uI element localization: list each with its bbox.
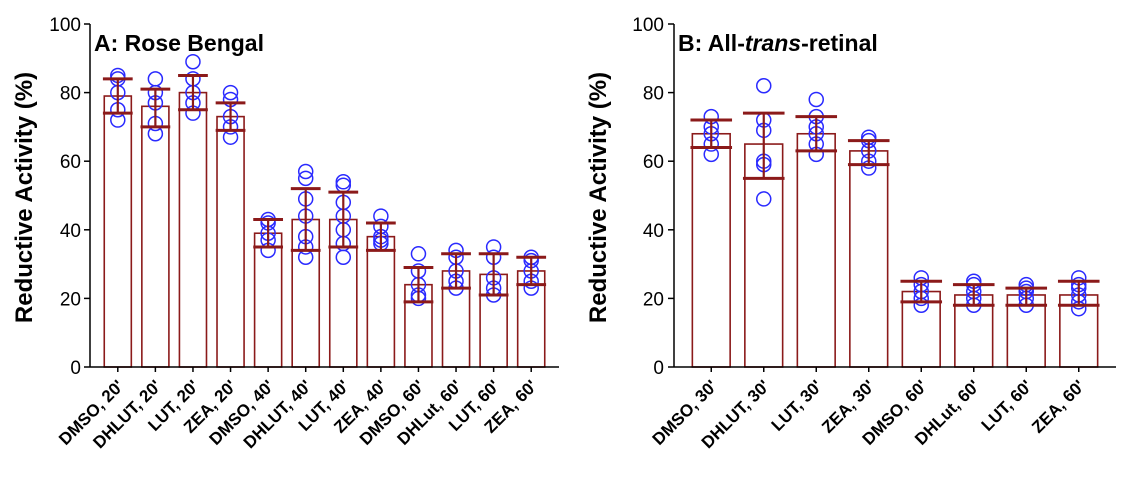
bar	[103, 95, 133, 368]
y-tick-label: 60	[60, 152, 81, 173]
data-point	[185, 53, 201, 70]
y-tick-label: 40	[60, 221, 81, 242]
bar	[849, 150, 889, 368]
y-axis-label: Reductive Activity (%)	[11, 72, 38, 323]
data-point	[485, 239, 502, 255]
y-tick-label: 40	[643, 221, 664, 242]
bar	[366, 235, 396, 368]
x-tick-label: LUT, 30'	[768, 376, 826, 434]
data-point	[756, 77, 772, 94]
y-axis-label: Reductive Activity (%)	[585, 72, 612, 323]
y-tick-label: 80	[643, 84, 664, 105]
data-point	[297, 170, 314, 187]
y-tick-label: 20	[643, 289, 664, 310]
data-point	[808, 91, 824, 108]
data-point	[147, 71, 164, 87]
bar	[691, 132, 731, 368]
y-tick-label: 0	[70, 358, 81, 379]
x-tick-label: ZEA, 60'	[1028, 376, 1088, 436]
chart-title-part: A: Rose Bengal	[94, 30, 264, 56]
bar	[216, 115, 245, 368]
y-tick-label: 20	[60, 289, 81, 310]
data-point	[756, 191, 772, 207]
bar	[178, 91, 208, 368]
chart-title-part: trans	[745, 30, 801, 56]
y-tick-label: 100	[49, 15, 81, 36]
bar	[141, 105, 170, 368]
y-tick-label: 60	[643, 152, 664, 173]
y-tick-label: 0	[653, 358, 664, 379]
chart-title-part: -retinal	[801, 30, 878, 56]
data-point	[335, 174, 352, 190]
chart-title-part: B: All-	[678, 30, 745, 56]
y-tick-label: 80	[60, 84, 81, 105]
data-point	[373, 208, 389, 224]
chart-title: A: Rose Bengal	[94, 30, 264, 56]
bar	[253, 232, 283, 368]
data-point	[222, 84, 239, 101]
bar	[796, 132, 836, 368]
data-point	[410, 246, 427, 262]
x-tick-label: LUT, 60'	[978, 376, 1036, 434]
data-point	[335, 249, 352, 265]
chart-title: B: All-trans-retinal	[678, 30, 878, 56]
data-point	[297, 163, 314, 180]
data-point	[335, 177, 352, 193]
y-tick-label: 100	[632, 15, 664, 36]
